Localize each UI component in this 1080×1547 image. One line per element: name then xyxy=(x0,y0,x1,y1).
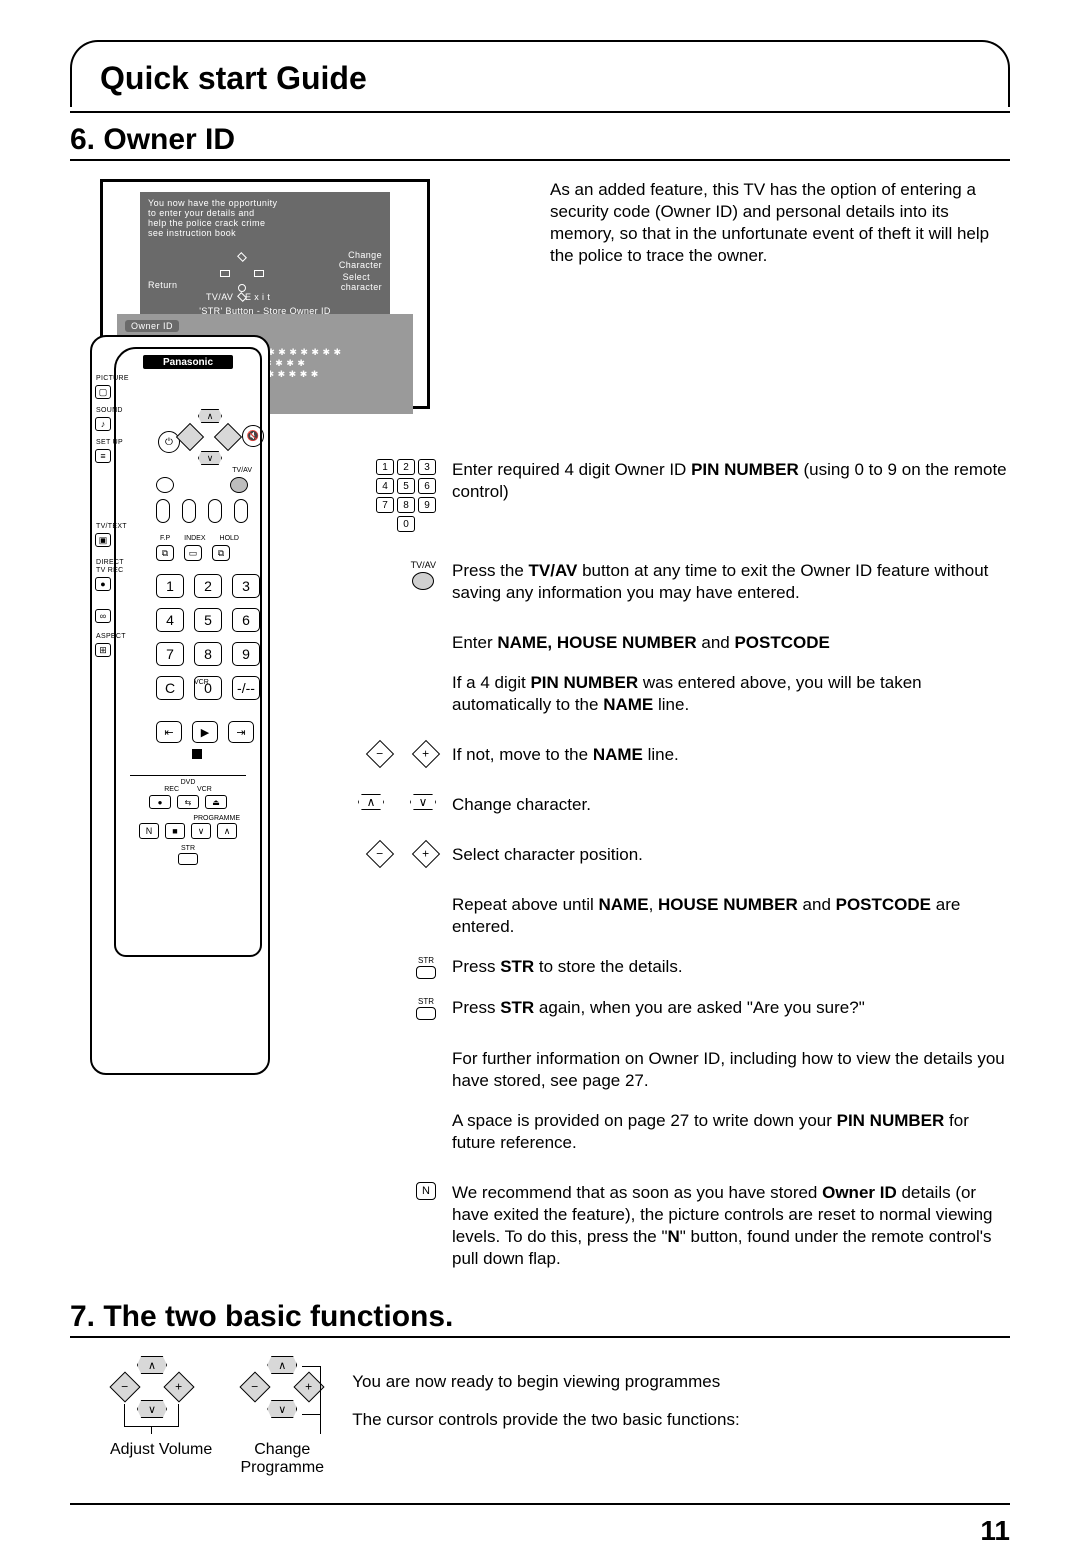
programme-cursor-icon: ∧ ∨ − + xyxy=(240,1356,324,1432)
step-change-char: Change character. xyxy=(452,794,1010,816)
change-programme-caption: ChangeProgramme xyxy=(240,1441,324,1477)
step-pin: Enter required 4 digit Owner ID PIN NUMB… xyxy=(452,459,1010,503)
section-6-rule xyxy=(70,159,1010,161)
tvtext-label: TV/TEXT xyxy=(96,523,127,530)
step-space: A space is provided on page 27 to write … xyxy=(452,1110,1010,1154)
minus-key-icon: − xyxy=(366,740,394,768)
sound-label: SOUND xyxy=(96,407,123,414)
cursor-right-icon xyxy=(214,423,242,451)
osd-tvav-exit: TV/AV E x i t xyxy=(206,292,270,302)
osd-select: Select xyxy=(343,272,370,282)
direct-icon: ● xyxy=(95,577,111,591)
up-key-icon: ∧ xyxy=(358,794,384,810)
step-info: For further information on Owner ID, inc… xyxy=(452,1048,1010,1092)
remote-brand: Panasonic xyxy=(143,355,233,369)
step-tvav: Press the TV/AV button at any time to ex… xyxy=(452,560,1010,604)
section-6-intro: As an added feature, this TV has the opt… xyxy=(550,179,1010,267)
header-rule xyxy=(70,111,1010,113)
osd-line: help the police crack crime xyxy=(148,218,382,228)
mute-icon: 🔇 xyxy=(242,425,264,447)
plus-key-icon: + xyxy=(412,840,440,868)
adjust-volume-caption: Adjust Volume xyxy=(110,1441,212,1459)
direct-label: DIRECT xyxy=(96,559,124,567)
aspect-icon: ⊞ xyxy=(95,643,111,657)
osd-character: Character xyxy=(339,260,382,270)
str-key-icon: STR xyxy=(416,956,436,979)
volume-cursor-icon: ∧ ∨ − + xyxy=(110,1356,194,1432)
tvtext-icon: ▣ xyxy=(95,533,111,547)
tvrec-label: TV REC xyxy=(96,567,123,574)
numpad-icon: 123 456 789 0 xyxy=(376,459,436,532)
picture-icon: ▢ xyxy=(95,385,111,399)
step-move: If not, move to the NAME line. xyxy=(452,744,1010,766)
setup-icon: ≡ xyxy=(95,449,111,463)
osd-return: Return xyxy=(148,280,177,290)
footer-rule xyxy=(70,1503,1010,1505)
section-6-title: 6. Owner ID xyxy=(70,123,1010,157)
step-str1: Press STR to store the details. xyxy=(452,956,1010,978)
down-key-icon: ∨ xyxy=(410,794,436,810)
sound-icon: ♪ xyxy=(95,417,111,431)
tvav-key-icon: TV/AV xyxy=(411,560,436,590)
str-key-icon: STR xyxy=(416,997,436,1020)
osd-line: see instruction book xyxy=(148,228,382,238)
section-7-rule xyxy=(70,1336,1010,1338)
picture-label: PICTURE xyxy=(96,375,129,382)
osd-line: to enter your details and xyxy=(148,208,382,218)
loop-icon: ∞ xyxy=(95,609,111,623)
step-auto: If a 4 digit PIN NUMBER was entered abov… xyxy=(452,672,1010,716)
cursor-up-icon: ∧ xyxy=(198,409,222,423)
section-7-text: You are now ready to begin viewing progr… xyxy=(352,1356,739,1434)
osd-selchar: character xyxy=(341,282,382,292)
osd-tab: Owner ID xyxy=(125,320,179,332)
cursor-left-icon xyxy=(176,423,204,451)
page-number: 11 xyxy=(70,1515,1010,1547)
plus-key-icon: + xyxy=(412,740,440,768)
guide-title: Quick start Guide xyxy=(100,60,980,97)
step-str2: Press STR again, when you are asked "Are… xyxy=(452,997,1010,1019)
step-recommend: We recommend that as soon as you have st… xyxy=(452,1182,1010,1270)
step-repeat: Repeat above until NAME, HOUSE NUMBER an… xyxy=(452,894,1010,938)
minus-key-icon: − xyxy=(366,840,394,868)
setup-label: SET UP xyxy=(96,439,123,446)
step-enter: Enter NAME, HOUSE NUMBER and POSTCODE xyxy=(452,632,1010,654)
aspect-label: ASPECT xyxy=(96,633,126,640)
osd-change: Change xyxy=(348,250,382,260)
step-select-pos: Select character position. xyxy=(452,844,1010,866)
section-7-title: 7. The two basic functions. xyxy=(70,1300,1010,1334)
n-key-icon: N xyxy=(416,1182,436,1200)
n-key: N xyxy=(139,823,159,839)
osd-line: You now have the opportunity xyxy=(148,198,382,208)
